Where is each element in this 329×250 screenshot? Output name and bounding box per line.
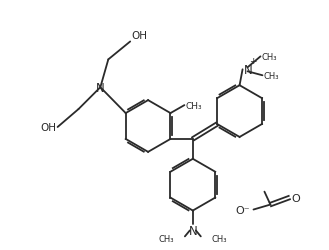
Text: +: +	[249, 57, 257, 66]
Text: N: N	[243, 64, 252, 76]
Text: OH: OH	[131, 31, 147, 41]
Text: O⁻: O⁻	[235, 205, 249, 215]
Text: CH₃: CH₃	[186, 101, 202, 110]
Text: CH₃: CH₃	[159, 234, 174, 243]
Text: N: N	[189, 224, 197, 237]
Text: N: N	[96, 82, 105, 94]
Text: O: O	[291, 193, 300, 203]
Text: CH₃: CH₃	[264, 72, 279, 80]
Text: CH₃: CH₃	[262, 53, 277, 62]
Text: CH₃: CH₃	[212, 234, 227, 243]
Text: OH: OH	[40, 122, 57, 132]
